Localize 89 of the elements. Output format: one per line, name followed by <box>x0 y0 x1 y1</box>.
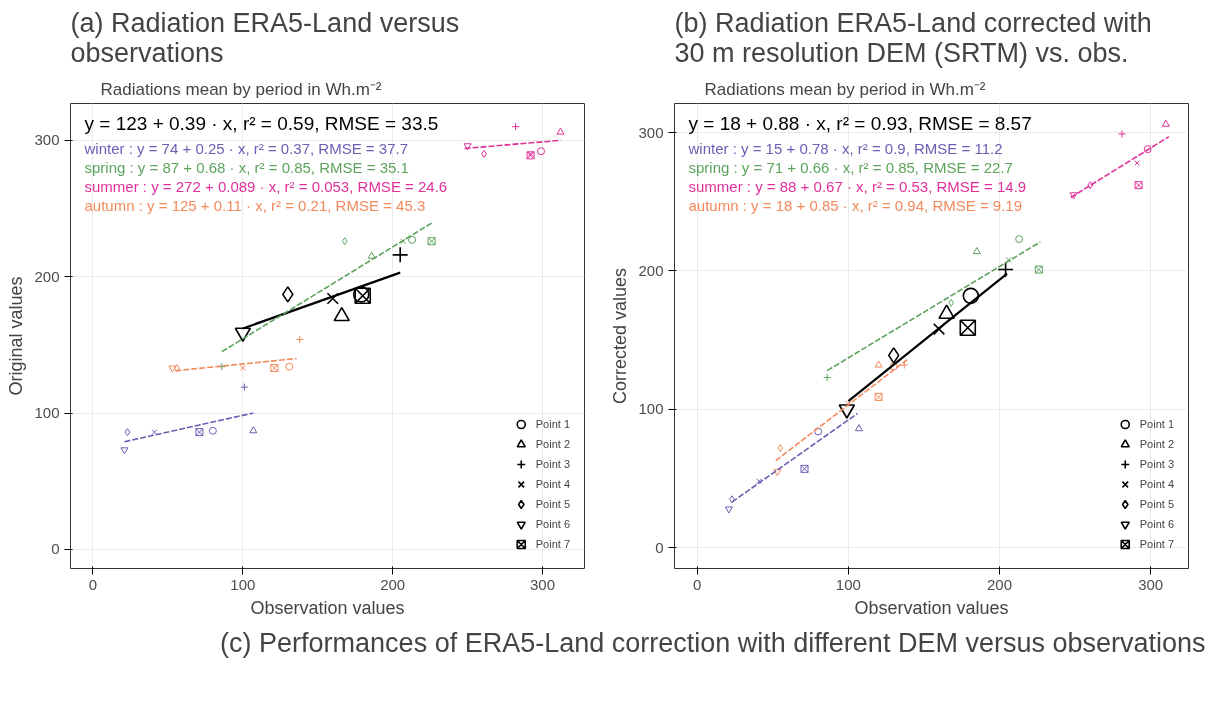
point <box>874 360 883 368</box>
chart-title: (a) Radiation ERA5-Land versus observations <box>70 7 460 68</box>
point <box>1134 160 1141 166</box>
point <box>854 424 863 432</box>
point <box>151 429 158 436</box>
point <box>120 447 129 455</box>
annotation: y = 123 + 0.39 · x, r² = 0.59, RMSE = 33.5 <box>84 112 439 134</box>
x-axis-title: Observation values <box>250 597 405 618</box>
y-tick-label: 100 <box>34 404 60 422</box>
point <box>124 428 131 437</box>
annotation: winter : y = 15 + 0.78 · x, r² = 0.9, RMSE = 11.2 <box>687 139 1003 157</box>
point <box>367 251 376 259</box>
point <box>239 365 246 372</box>
point <box>408 235 417 244</box>
legend-label: Point 2 <box>1139 437 1174 452</box>
point <box>556 127 565 135</box>
point <box>1069 192 1078 200</box>
point <box>427 237 436 246</box>
point <box>537 147 546 156</box>
x-tick-label: 100 <box>835 575 861 593</box>
point <box>285 362 294 371</box>
y-tick-label: 200 <box>638 261 664 279</box>
x-tick-label: 300 <box>1138 575 1164 593</box>
x-tick-label: 0 <box>693 575 702 593</box>
y-tick-label: 0 <box>655 538 664 556</box>
point <box>1161 119 1170 127</box>
y-tick-label: 200 <box>34 267 60 285</box>
point <box>168 365 177 373</box>
legend-label: Point 4 <box>535 477 570 492</box>
point <box>874 392 883 401</box>
point <box>887 347 900 364</box>
y-tick-label: 0 <box>51 540 60 558</box>
annotation: spring : y = 87 + 0.68 · x, r² = 0.85, RMSE = 35.1 <box>84 158 409 176</box>
point <box>1015 235 1024 244</box>
point <box>756 478 763 485</box>
point <box>724 506 733 514</box>
legend-label: Point 3 <box>535 457 570 472</box>
legend-label: Point 5 <box>535 497 570 512</box>
point <box>249 426 258 434</box>
chart-subtitle: Radiations mean by period in Wh.m⁻² <box>704 79 986 99</box>
annotation: y = 18 + 0.88 · x, r² = 0.93, RMSE = 8.57 <box>688 112 1032 134</box>
text: (c) Performances of ERA5-Land correction with different DEM versus observations <box>220 627 1206 658</box>
chart-title: (b) Radiation ERA5-Land corrected with 30 m resolution DEM (SRTM) vs. obs. <box>674 7 1152 68</box>
legend-label: Point 2 <box>535 437 570 452</box>
point <box>270 364 279 373</box>
point <box>932 322 946 336</box>
legend-label: Point 7 <box>1139 537 1174 552</box>
point <box>326 292 339 305</box>
x-tick-label: 200 <box>380 575 406 593</box>
legend-label: Point 4 <box>1139 477 1174 492</box>
annotation: summer : y = 272 + 0.089 · x, r² = 0.053, RMSE = 24.6 <box>84 177 448 195</box>
legend-label: Point 1 <box>1139 417 1174 432</box>
point <box>959 319 977 336</box>
point <box>972 247 981 255</box>
legend-label: Point 6 <box>535 517 570 532</box>
legend-label: Point 6 <box>1139 517 1174 532</box>
point <box>195 428 204 437</box>
point <box>341 237 348 246</box>
x-tick-label: 300 <box>530 575 556 593</box>
x-tick-label: 0 <box>88 575 98 593</box>
y-tick-label: 300 <box>34 131 60 149</box>
legend-label: Point 5 <box>1139 497 1174 512</box>
x-tick-label: 200 <box>987 575 1013 593</box>
point <box>1034 265 1043 274</box>
y-axis-title: Corrected values <box>610 267 631 405</box>
annotation: spring : y = 71 + 0.66 · x, r² = 0.85, RMSE = 22.7 <box>688 158 1013 176</box>
point <box>1134 181 1143 190</box>
legend-label: Point 3 <box>1139 457 1174 472</box>
annotation: autumn : y = 125 + 0.11 · x, r² = 0.21, RMSE = 45.3 <box>84 196 426 214</box>
point <box>800 464 809 473</box>
annotation: winter : y = 74 + 0.25 · x, r² = 0.37, RMSE = 37.7 <box>83 139 408 157</box>
legend-label: Point 7 <box>535 537 570 552</box>
point <box>1087 181 1094 190</box>
legend-label: Point 1 <box>535 417 570 432</box>
point <box>281 286 294 303</box>
point <box>1143 145 1152 154</box>
point <box>773 469 782 477</box>
y-tick-label: 100 <box>638 400 664 418</box>
point <box>208 426 217 435</box>
annotation: autumn : y = 18 + 0.85 · x, r² = 0.94, RMSE = 9.19 <box>688 196 1023 214</box>
x-axis-title: Observation values <box>854 597 1009 618</box>
point <box>463 143 472 151</box>
point <box>1005 256 1012 263</box>
y-axis-title: Original values <box>6 276 27 396</box>
x-tick-label: 100 <box>230 575 256 593</box>
y-tick-label: 300 <box>638 123 664 141</box>
annotation: summer : y = 88 + 0.67 · x, r² = 0.53, RMSE = 14.9 <box>688 177 1027 195</box>
point <box>777 444 784 453</box>
chart-subtitle: Radiations mean by period in Wh.m⁻² <box>100 79 382 99</box>
